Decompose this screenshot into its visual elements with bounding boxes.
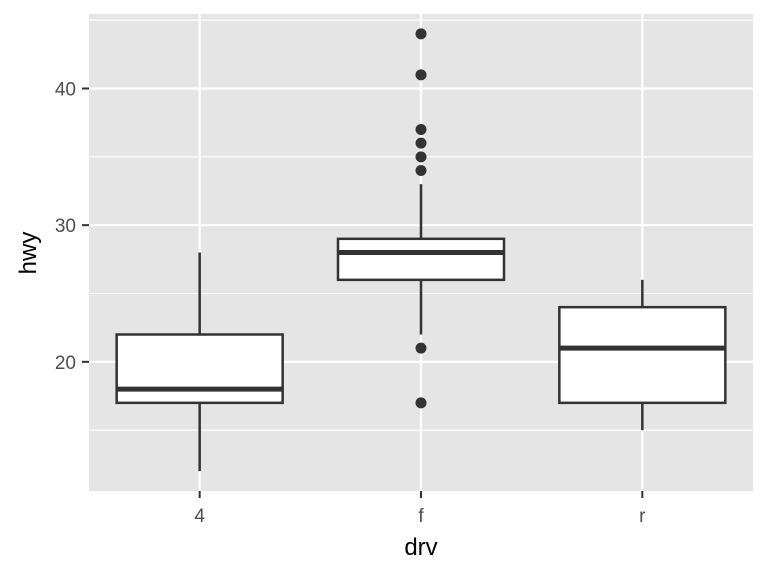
axes: 20 30 40 4 f r bbox=[55, 79, 646, 527]
x-tick-label: f bbox=[418, 506, 424, 527]
outlier-point bbox=[415, 69, 427, 81]
y-tick-label: 30 bbox=[55, 216, 76, 237]
iqr-box bbox=[115, 333, 284, 405]
outlier-point bbox=[415, 123, 427, 135]
box-f bbox=[336, 28, 506, 409]
y-tick-label: 20 bbox=[55, 353, 76, 374]
outlier-point bbox=[415, 342, 427, 354]
iqr-box bbox=[558, 305, 727, 405]
x-axis-title: drv bbox=[404, 534, 437, 561]
y-axis-title: hwy bbox=[15, 232, 42, 275]
x-tick-label: r bbox=[639, 506, 646, 527]
box-4 bbox=[115, 252, 284, 472]
box-r bbox=[558, 279, 727, 431]
iqr-box bbox=[336, 237, 506, 282]
x-tick-label: 4 bbox=[194, 506, 205, 527]
outlier-point bbox=[415, 151, 427, 163]
outlier-point bbox=[415, 28, 427, 40]
box-series bbox=[115, 28, 727, 472]
outlier-point bbox=[415, 164, 427, 176]
outlier-point bbox=[415, 397, 427, 409]
y-tick-label: 40 bbox=[55, 79, 76, 100]
outlier-point bbox=[415, 137, 427, 149]
